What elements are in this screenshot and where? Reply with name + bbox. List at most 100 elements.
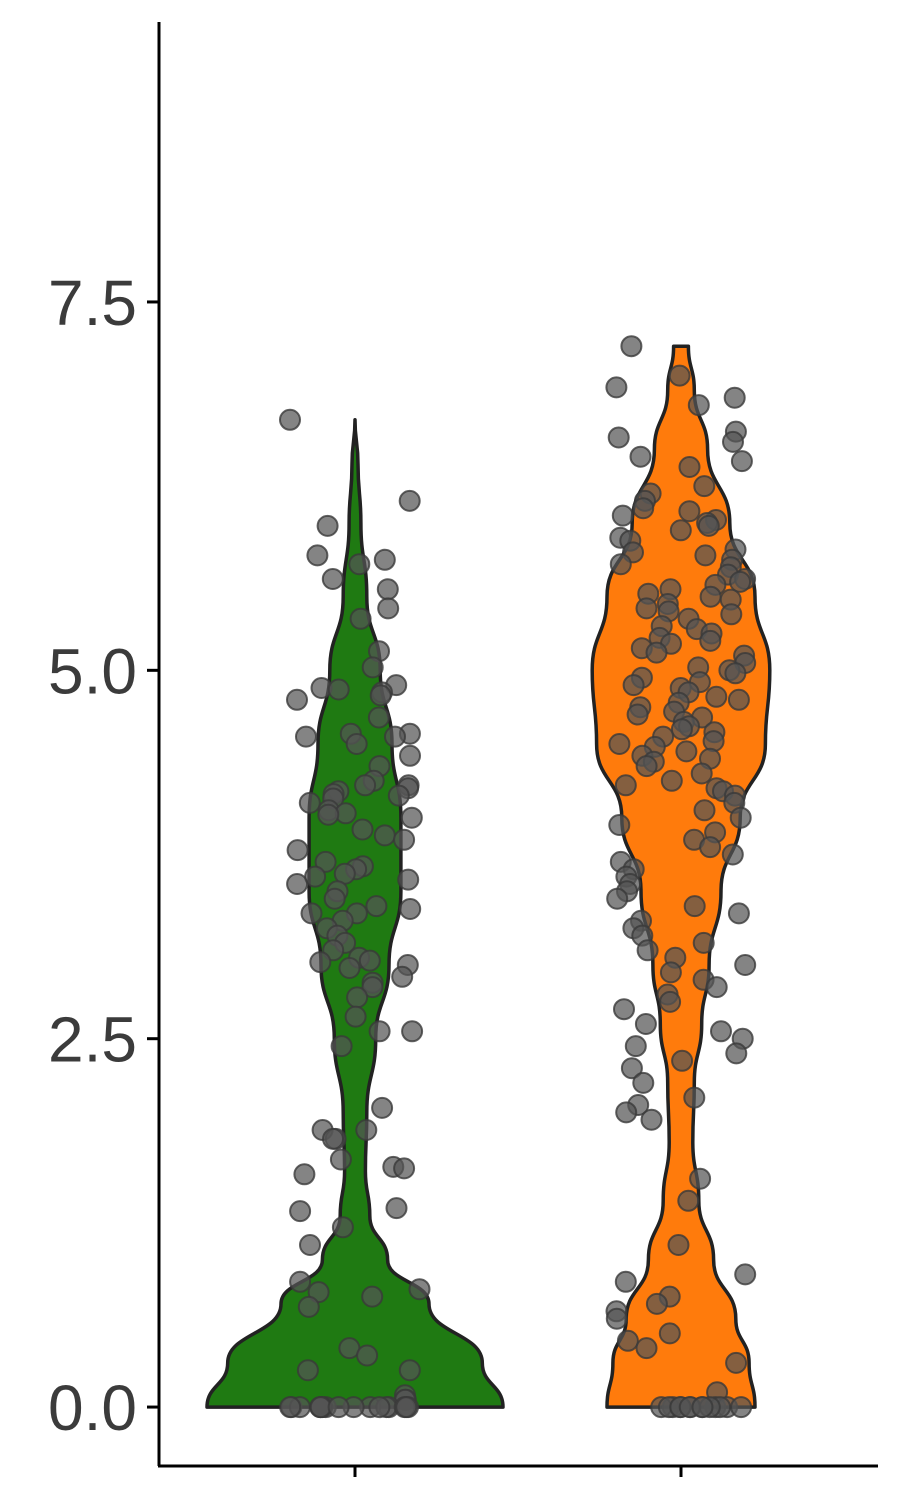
data-point — [734, 954, 757, 976]
data-point — [725, 1351, 748, 1374]
data-point — [613, 998, 635, 1021]
data-point — [395, 1396, 418, 1419]
data-point — [697, 514, 720, 537]
data-point — [317, 803, 340, 826]
data-point — [361, 656, 384, 679]
data-point — [705, 685, 728, 708]
data-point — [632, 497, 655, 520]
data-point — [327, 1396, 350, 1419]
data-point — [608, 733, 631, 755]
data-point — [279, 1396, 302, 1419]
data-point — [710, 1020, 732, 1043]
data-point — [607, 426, 630, 449]
data-point — [295, 725, 317, 748]
data-point — [348, 553, 371, 576]
data-point — [299, 1234, 321, 1256]
data-point — [345, 733, 368, 755]
data-point — [678, 500, 701, 523]
data-point — [705, 976, 728, 999]
data-point — [632, 1071, 655, 1094]
data-point — [377, 597, 400, 620]
data-point — [387, 784, 410, 807]
data-point — [640, 1108, 663, 1131]
data-point — [321, 568, 344, 590]
data-point — [730, 450, 753, 473]
data-point — [635, 755, 658, 778]
data-point — [304, 865, 327, 888]
data-point — [678, 456, 701, 478]
data-point — [356, 1344, 379, 1367]
data-point — [690, 762, 713, 785]
data-point — [298, 791, 321, 814]
data-point — [346, 986, 369, 1009]
data-point — [355, 1119, 378, 1141]
data-point — [297, 1295, 320, 1318]
data-point — [369, 684, 392, 707]
data-point — [677, 1189, 700, 1212]
data-point — [729, 570, 752, 593]
data-point — [635, 597, 658, 620]
data-point — [675, 740, 698, 763]
data-point — [624, 1035, 647, 1058]
data-point — [316, 514, 339, 537]
data-point — [391, 965, 414, 988]
data-point — [727, 902, 750, 925]
data-point — [344, 1005, 367, 1028]
y-tick-label: 7.5 — [48, 267, 137, 339]
data-point — [330, 1035, 353, 1058]
data-point — [671, 1049, 694, 1072]
data-point — [367, 706, 390, 729]
data-point — [614, 774, 637, 797]
x-axis-ticks — [353, 1466, 683, 1477]
data-point — [376, 578, 399, 601]
points-layer — [279, 335, 757, 1419]
data-point — [694, 544, 717, 567]
data-point — [306, 544, 329, 567]
data-point — [398, 489, 421, 512]
data-point — [605, 376, 628, 399]
data-point — [616, 1329, 639, 1352]
data-point — [667, 1234, 690, 1256]
data-point — [300, 902, 323, 925]
data-point — [636, 939, 659, 962]
data-point — [606, 887, 629, 910]
data-point — [322, 1127, 344, 1150]
data-point — [692, 931, 715, 954]
data-point — [393, 1157, 416, 1180]
data-point — [398, 1359, 421, 1382]
data-point — [645, 1292, 668, 1315]
data-point — [608, 814, 631, 836]
data-point — [620, 1057, 643, 1080]
data-point — [626, 703, 649, 726]
data-point — [615, 1101, 638, 1124]
data-point — [365, 895, 388, 918]
data-point — [286, 873, 309, 895]
data-point — [622, 674, 645, 697]
data-point — [660, 769, 683, 792]
data-point — [314, 850, 337, 873]
data-point — [296, 1359, 319, 1382]
data-point — [687, 394, 710, 417]
data-point — [609, 553, 632, 576]
data-point — [699, 629, 722, 652]
data-point — [393, 828, 416, 851]
data-point — [385, 1197, 408, 1220]
data-point — [323, 887, 346, 910]
data-point — [286, 839, 309, 862]
data-point — [702, 730, 725, 753]
data-point — [693, 475, 716, 498]
data-point — [349, 607, 372, 630]
data-point — [400, 806, 423, 829]
data-point — [351, 818, 374, 841]
data-point — [279, 408, 301, 431]
data-point — [720, 603, 743, 626]
data-point — [401, 1020, 424, 1043]
data-point — [729, 806, 752, 829]
data-point — [689, 1167, 712, 1190]
data-point — [670, 718, 693, 741]
data-point — [614, 1270, 637, 1293]
data-point — [368, 1396, 391, 1419]
data-point — [289, 1200, 312, 1223]
data-point — [699, 585, 722, 608]
